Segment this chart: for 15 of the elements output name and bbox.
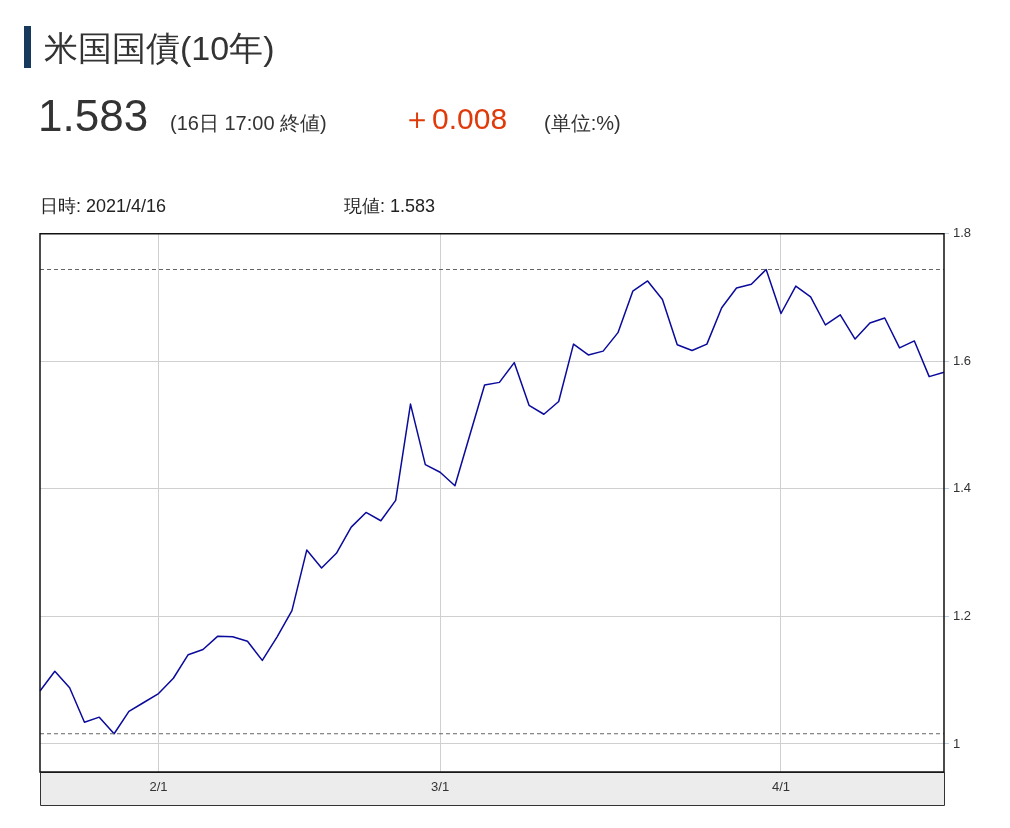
y-tick-label: 1	[953, 735, 961, 751]
chart-title: 米国国債(10年)	[44, 28, 275, 69]
text: (16日 17:00 終値)	[170, 112, 327, 134]
text: 1.583	[38, 91, 149, 141]
text: ＋0.008	[402, 102, 508, 135]
x-tick-label: 2/1	[149, 779, 168, 795]
y-tick-label: 1.2	[953, 607, 972, 623]
y-tick-label: 1.8	[953, 225, 972, 241]
y-tick-label: 1.6	[953, 352, 972, 368]
x-tick-label: 4/1	[771, 779, 791, 795]
y-tick-label: 1.4	[953, 480, 972, 496]
text: 現値: 1.583	[344, 196, 436, 217]
text: (単位:%)	[544, 112, 621, 134]
text: 日時: 2021/4/16	[40, 196, 167, 217]
x-tick-label: 3/1	[431, 779, 450, 795]
